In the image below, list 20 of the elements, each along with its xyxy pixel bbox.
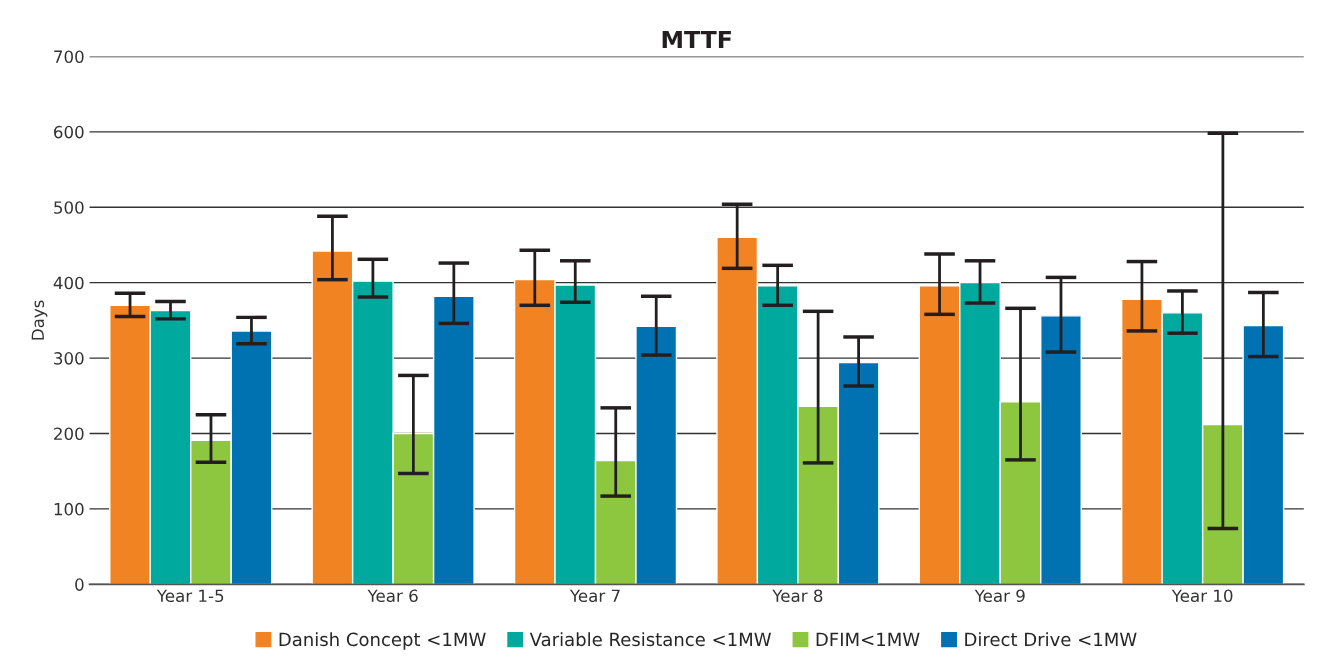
y-tick-label: 700 [54,50,84,64]
x-tick-label: Year 10 [1171,589,1233,603]
x-tick-label: Year 7 [569,589,620,603]
y-axis-title: Days [31,300,48,340]
legend-label: Direct Drive <1MW [965,632,1137,647]
y-tick-label: 400 [53,276,84,290]
y-tick-label: 500 [54,201,84,214]
x-tick-label: Year 1-5 [156,589,224,603]
legend-label: DFIM<1MW [816,632,920,646]
x-tick-label: Year 8 [772,589,823,603]
y-tick-label: 100 [54,502,84,516]
y-tick-label: 200 [54,427,84,441]
x-tick-label: Year 9 [974,589,1025,603]
x-tick-label: Year 6 [367,589,418,603]
y-tick-label: 0 [75,578,84,591]
chart-title: MTTF [662,30,731,49]
legend-label: Variable Resistance <1MW [529,632,771,647]
y-tick-label: 300 [54,352,84,365]
y-tick-label: 600 [54,125,84,139]
legend-label: Danish Concept <1MW [279,632,486,650]
